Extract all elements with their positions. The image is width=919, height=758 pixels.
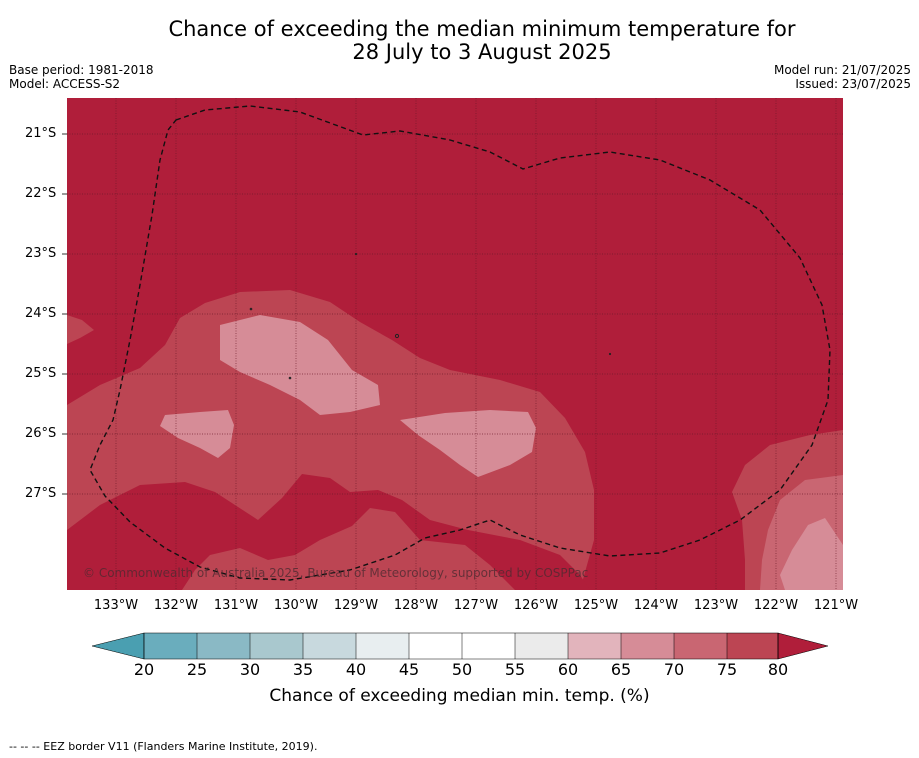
colorbar — [91, 632, 829, 660]
lon-label-129w: 129°W — [333, 598, 379, 613]
eez-border — [89, 105, 831, 581]
title-line-1: Chance of exceeding the median minimum t… — [168, 17, 796, 41]
colorbar-tick-60: 60 — [557, 660, 579, 679]
lat-label-22s: 22°S — [25, 186, 57, 201]
colorbar-bin-50-55 — [462, 633, 515, 659]
map-panel — [67, 98, 843, 590]
colorbar-tick-40: 40 — [345, 660, 367, 679]
colorbar-bin-55-60 — [515, 633, 568, 659]
colorbar-bin-40-45 — [356, 633, 409, 659]
colorbar-tick-30: 30 — [239, 660, 261, 679]
lat-label-25s: 25°S — [25, 366, 57, 381]
colorbar-bin-45-50 — [409, 633, 462, 659]
colorbar-bin-65-70 — [621, 633, 674, 659]
colorbar-title: Chance of exceeding median min. temp. (%… — [269, 686, 650, 706]
colorbar-outline — [143, 632, 779, 660]
lon-label-128w: 128°W — [393, 598, 439, 613]
contour-65-70-upper — [220, 315, 380, 415]
colorbar-bin-35-40 — [303, 633, 356, 659]
colorbar-bin-70-75 — [674, 633, 727, 659]
lon-label-124w: 124°W — [633, 598, 679, 613]
issued-text: Issued: 23/07/2025 — [795, 77, 911, 91]
meta-right: Model run: 21/07/2025 Issued: 23/07/2025 — [774, 63, 911, 91]
model-text: Model: ACCESS-S2 — [9, 77, 121, 91]
lon-label-123w: 123°W — [693, 598, 739, 613]
axis-ticks — [62, 133, 67, 495]
contour-65-70-east — [780, 518, 843, 590]
lon-label-121w: 121°W — [813, 598, 859, 613]
lon-label-132w: 132°W — [153, 598, 199, 613]
colorbar-tick-70: 70 — [663, 660, 685, 679]
lon-label-122w: 122°W — [753, 598, 799, 613]
map-title: Chance of exceeding the median minimum t… — [0, 18, 919, 64]
lat-label-26s: 26°S — [25, 426, 57, 441]
footer-legend: -- -- -- EEZ border V11 (Flanders Marine… — [9, 740, 318, 753]
lat-label-27s: 27°S — [25, 486, 57, 501]
lon-label-133w: 133°W — [93, 598, 139, 613]
colorbar-tick-50: 50 — [451, 660, 473, 679]
colorbar-bin-75-80 — [727, 633, 778, 659]
lon-label-127w: 127°W — [453, 598, 499, 613]
lat-label-21s: 21°S — [25, 126, 57, 141]
colorbar-tick-25: 25 — [186, 660, 208, 679]
lon-label-130w: 130°W — [273, 598, 319, 613]
colorbar-tick-45: 45 — [398, 660, 420, 679]
colorbar-bin-30-35 — [250, 633, 303, 659]
base-period-text: Base period: 1981-2018 — [9, 63, 154, 77]
lon-label-126w: 126°W — [513, 598, 559, 613]
contour-80-south — [67, 474, 590, 590]
colorbar-tick-55: 55 — [504, 660, 526, 679]
colorbar-tick-75: 75 — [716, 660, 738, 679]
meta-left: Base period: 1981-2018 Model: ACCESS-S2 — [9, 63, 154, 91]
model-run-text: Model run: 21/07/2025 — [773, 63, 911, 77]
colorbar-bin-60-65 — [568, 633, 621, 659]
islands — [249, 252, 612, 380]
copyright-notice: © Commonwealth of Australia 2025, Bureau… — [83, 566, 589, 580]
lon-label-125w: 125°W — [573, 598, 619, 613]
colorbar-over-arrow — [777, 632, 829, 660]
lat-label-24s: 24°S — [25, 306, 57, 321]
colorbar-bin-25-30 — [197, 633, 250, 659]
lon-label-131w: 131°W — [213, 598, 259, 613]
colorbar-under-arrow — [91, 632, 145, 660]
gridlines — [67, 98, 843, 590]
colorbar-bin-20-25 — [144, 633, 197, 659]
colorbar-tick-80: 80 — [767, 660, 789, 679]
contour-75-80-west-edge — [67, 315, 94, 344]
colorbar-tick-20: 20 — [133, 660, 155, 679]
contour-65-70-center — [400, 410, 536, 477]
colorbar-tick-35: 35 — [292, 660, 314, 679]
colorbar-tick-65: 65 — [610, 660, 632, 679]
lat-label-23s: 23°S — [25, 246, 57, 261]
title-line-2: 28 July to 3 August 2025 — [352, 40, 612, 64]
